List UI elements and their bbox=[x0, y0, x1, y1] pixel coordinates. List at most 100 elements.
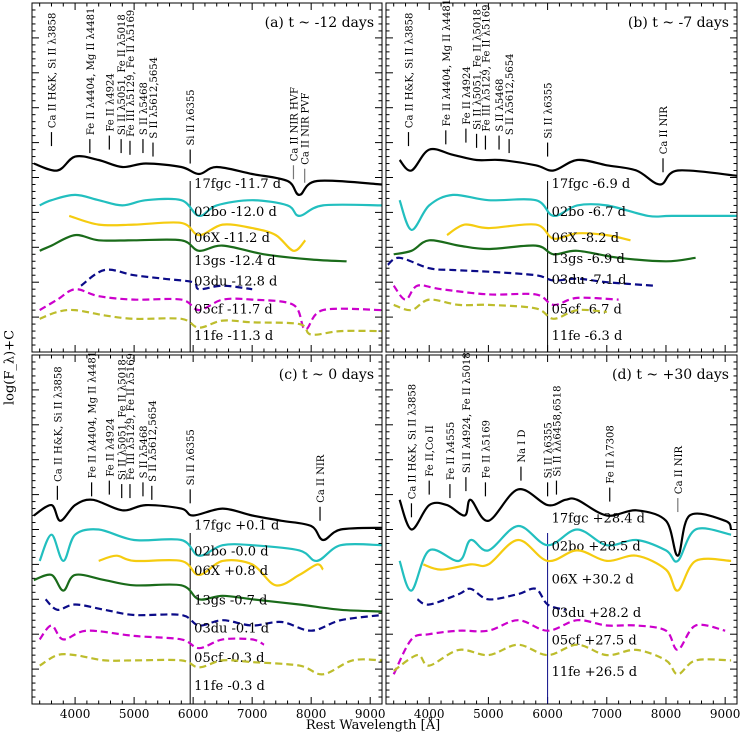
spectrum-05cf bbox=[38, 624, 265, 650]
spectrum-label: 05cf +27.5 d bbox=[552, 634, 637, 649]
line-id-label: Ca II NIR bbox=[316, 454, 327, 503]
spectrum-label: 02bo -0.0 d bbox=[194, 545, 268, 560]
line-id-label: Ca II H&K, Si II λ3858 bbox=[53, 366, 64, 481]
x-tick-label: 5000 bbox=[119, 707, 150, 721]
panel-frame bbox=[31, 354, 383, 705]
spectrum-02bo bbox=[39, 193, 382, 218]
line-id-label: Fe II λ4924 bbox=[462, 66, 473, 124]
spectrum-05cf bbox=[392, 619, 726, 675]
spectrum-label: 05cf -0.3 d bbox=[194, 651, 264, 666]
line-id-label: S II λ5468 bbox=[139, 82, 150, 135]
spectrum-label: 17fgc -6.9 d bbox=[552, 177, 631, 192]
line-id-label: Fe II λ4404, Mg II λ4481 bbox=[442, 0, 453, 126]
spectrum-label: 11fe -6.3 d bbox=[552, 329, 623, 344]
spectrum-13gs bbox=[393, 239, 696, 263]
spectrum-label: 03du -7.1 d bbox=[552, 273, 627, 288]
panel-c: 4000 5000 6000 7000 8000 9000 17fgc +0.1 d 02bo… bbox=[31, 351, 386, 721]
panel-title: (c) t ~ 0 days bbox=[279, 367, 374, 383]
line-id-label: Fe II λ4924 bbox=[105, 418, 116, 476]
line-id-label: S II λ5468 bbox=[139, 425, 150, 478]
panel-frame bbox=[31, 2, 383, 353]
spectrum-label: 03du -12.8 d bbox=[194, 275, 277, 290]
spectrum-label: 05cf -11.7 d bbox=[194, 303, 273, 318]
line-id-label: Si II λ4924, Fe II λ5018 bbox=[462, 352, 473, 473]
spectrum-05cf bbox=[392, 284, 619, 307]
line-id-label: Ca II NIR HVF bbox=[289, 87, 300, 161]
spectrum-17fgc bbox=[33, 498, 382, 542]
x-tick-label: 9000 bbox=[355, 707, 386, 721]
spectrum-label: 06X -11.2 d bbox=[194, 231, 270, 246]
spectrum-13gs bbox=[33, 573, 382, 613]
spectrum-label: 02bo +28.5 d bbox=[552, 539, 641, 554]
panel-frame bbox=[385, 354, 738, 705]
line-id-label: S II λ5612,5654 bbox=[505, 54, 516, 136]
spectrum-label: 17fgc -11.7 d bbox=[194, 177, 281, 192]
spectrum-label: 11fe +26.5 d bbox=[552, 665, 637, 680]
spectrum-11fe bbox=[39, 308, 382, 336]
panel-d: 4000 5000 6000 7000 8000 9000 17fgc +28.4 d 02b… bbox=[385, 352, 741, 721]
line-id-label: Si II λ5051, Fe II λ5018 bbox=[118, 359, 129, 480]
line-id-label: Fe III λ5129, Fe II λ5169 bbox=[126, 10, 137, 137]
line-id-label: Si II λ5051, Fe II λ5018 bbox=[473, 9, 484, 130]
line-id-label: Fe III λ5129, Fe II λ5169 bbox=[126, 353, 137, 480]
spectrum-label: 03du +28.2 d bbox=[552, 606, 642, 621]
spectrum-17fgc bbox=[398, 488, 733, 557]
spectrum-17fgc bbox=[398, 147, 737, 186]
spectrum-06X bbox=[68, 214, 307, 252]
panel-title: (d) t ~ +30 days bbox=[612, 367, 729, 383]
x-tick-label: 8000 bbox=[651, 707, 682, 721]
line-id-label: Ca II NIR bbox=[674, 445, 685, 494]
line-id-label: Fe III λ5129, Fe II λ5169 bbox=[481, 5, 492, 132]
x-tick-label: 7000 bbox=[592, 707, 623, 721]
panel-title: (a) t ~ -12 days bbox=[265, 15, 374, 31]
panel-a: 17fgc -11.7 d 02bo -12.0 d 06X -11.2 d 13gs… bbox=[31, 2, 383, 353]
line-id-label: Si II λ5051, Fe II λ5018 bbox=[117, 14, 128, 135]
spectrum-03du bbox=[416, 587, 566, 611]
line-id-label: Ca II H&K, Si II λ3858 bbox=[407, 384, 418, 499]
line-id-label: Si II λ6355 bbox=[544, 422, 555, 478]
spectrum-label: 11fe -11.3 d bbox=[194, 329, 273, 344]
line-id-label: Ca II H&K, Si II λ3858 bbox=[404, 13, 415, 128]
spectrum-05cf bbox=[39, 288, 382, 331]
panel-b: 17fgc -6.9 d 02bo -6.7 d 06X -8.2 d 13gs -6… bbox=[385, 0, 738, 353]
spectrum-label: 03du -0.1 d bbox=[194, 621, 269, 636]
spectrum-label: 13gs -12.4 d bbox=[194, 254, 275, 269]
spectrum-11fe bbox=[393, 298, 607, 320]
line-id-label: Fe II λ4404, Mg II λ4481 bbox=[86, 8, 97, 135]
line-id-label: S II λ5612,5654 bbox=[148, 400, 159, 482]
line-id-label: Si II λ6355 bbox=[544, 82, 555, 138]
x-tick-label: 5000 bbox=[473, 707, 504, 721]
line-id-label: Ca II NIR bbox=[659, 106, 670, 155]
spectrum-label: 13gs -6.9 d bbox=[552, 252, 625, 267]
line-id-label: Fe II,Co II bbox=[425, 425, 436, 476]
spectrum-06X bbox=[446, 223, 631, 242]
line-id-label: Fe II λ7308 bbox=[606, 425, 617, 483]
spectrum-11fe bbox=[393, 643, 732, 676]
line-id-label: Fe II λ4924 bbox=[105, 73, 116, 131]
spectrum-06X bbox=[422, 538, 732, 592]
spectrum-label: 02bo -12.0 d bbox=[194, 205, 277, 220]
x-tick-label: 9000 bbox=[710, 707, 741, 721]
x-tick-label: 4000 bbox=[60, 707, 91, 721]
spectrum-02bo bbox=[398, 193, 737, 231]
x-tick-label: 6000 bbox=[532, 707, 563, 721]
spectrum-11fe bbox=[39, 653, 382, 676]
line-id-label: S II λ5612,5654 bbox=[149, 57, 160, 139]
line-id-label: Fe II λ4404, Mg II λ4481 bbox=[88, 351, 99, 478]
spectrum-03du bbox=[80, 268, 253, 291]
x-tick-label: 4000 bbox=[414, 707, 445, 721]
spectrum-02bo bbox=[38, 528, 382, 563]
spectrum-label: 13gs -0.7 d bbox=[194, 594, 267, 609]
spectrum-06X bbox=[98, 554, 324, 587]
spectrum-label: 17fgc +28.4 d bbox=[552, 512, 645, 527]
panel-title: (b) t ~ -7 days bbox=[628, 15, 729, 31]
line-id-label: Ca II NIR PVF bbox=[301, 93, 312, 165]
spectrum-13gs bbox=[39, 233, 347, 263]
y-axis-label: log(F_λ)+C bbox=[2, 329, 18, 406]
spectrum-label: 06X +30.2 d bbox=[552, 573, 634, 588]
x-tick-label: 6000 bbox=[178, 707, 209, 721]
spectrum-label: 06X -8.2 d bbox=[552, 231, 619, 246]
spectrum-label: 06X +0.8 d bbox=[194, 564, 268, 579]
line-id-label: Na I D bbox=[517, 430, 528, 463]
